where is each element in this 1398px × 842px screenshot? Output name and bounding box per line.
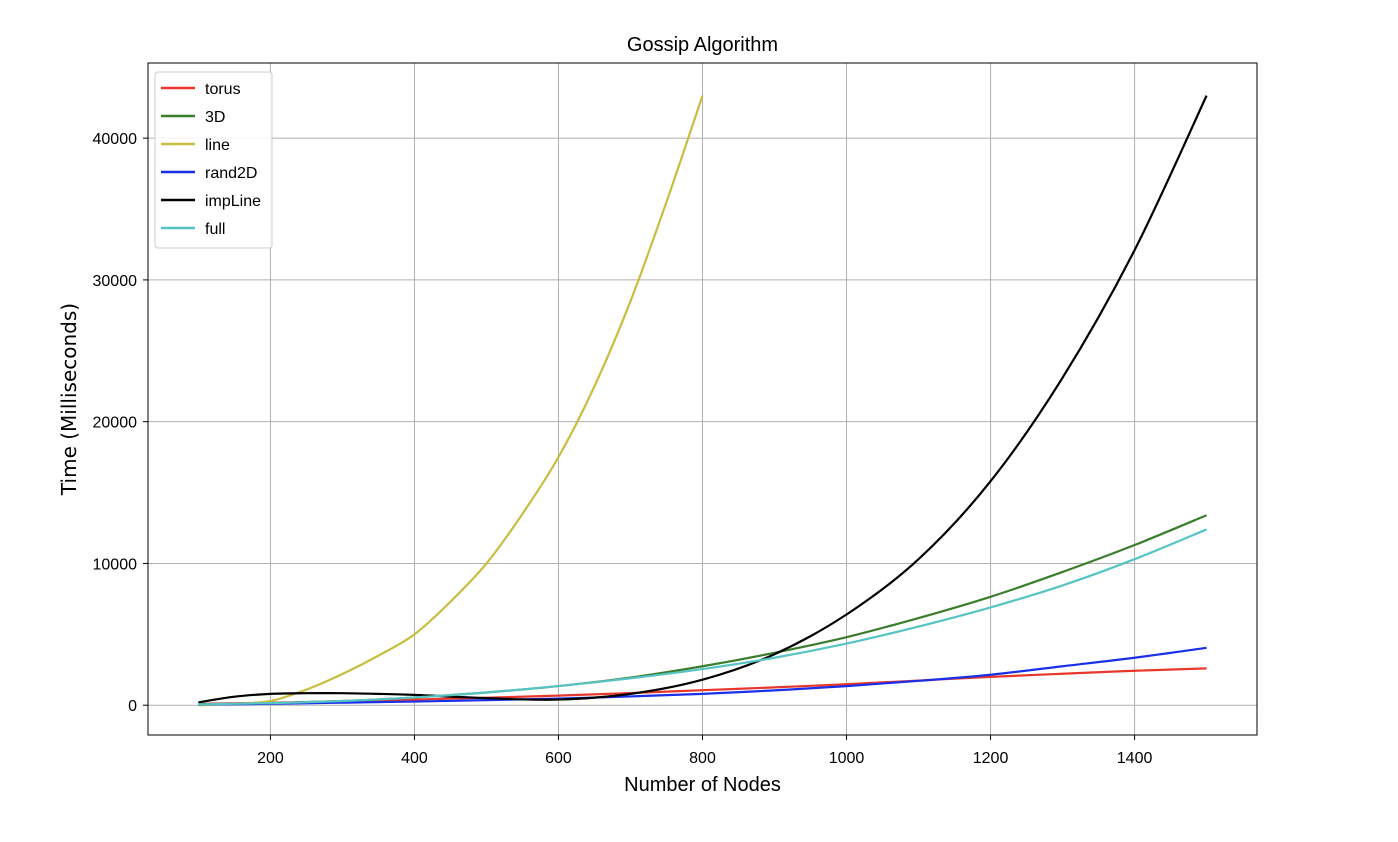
legend-label-3d: 3D (205, 109, 225, 126)
y-tick-label: 40000 (93, 131, 138, 148)
series-lines (198, 95, 1208, 707)
grid (148, 63, 1257, 735)
x-tick-label: 400 (401, 750, 428, 767)
x-tick-label: 1200 (973, 750, 1009, 767)
x-tick-label: 200 (257, 750, 284, 767)
y-tick-label: 20000 (93, 415, 138, 432)
x-tick-label: 1400 (1117, 750, 1153, 767)
y-tick-label: 0 (128, 698, 137, 715)
y-axis-title: Time (Milliseconds) (57, 303, 81, 496)
series-line-full (198, 528, 1208, 706)
legend-label-torus: torus (205, 81, 241, 98)
y-tick-label: 10000 (93, 556, 138, 573)
legend-label-impline: impLine (205, 193, 261, 210)
series-line-rand2d (198, 646, 1207, 706)
legend-label-full: full (205, 221, 225, 238)
x-tick-label: 800 (689, 750, 716, 767)
series-line-impline (198, 95, 1208, 704)
y-tick-label: 30000 (93, 273, 138, 290)
chart-title: Gossip Algorithm (627, 34, 778, 56)
axis-ticks: 200 400 600 800 1000 1200 1400 0 10000 20000 30000… (93, 131, 1153, 767)
legend-label-rand2d: rand2D (205, 165, 257, 182)
legend: torus 3D line rand2D impLine full (154, 71, 273, 249)
series-line-line (198, 95, 704, 707)
x-axis-title: Number of Nodes (624, 774, 781, 796)
x-tick-label: 600 (545, 750, 572, 767)
x-tick-label: 1000 (829, 750, 865, 767)
legend-label-line: line (205, 137, 230, 154)
